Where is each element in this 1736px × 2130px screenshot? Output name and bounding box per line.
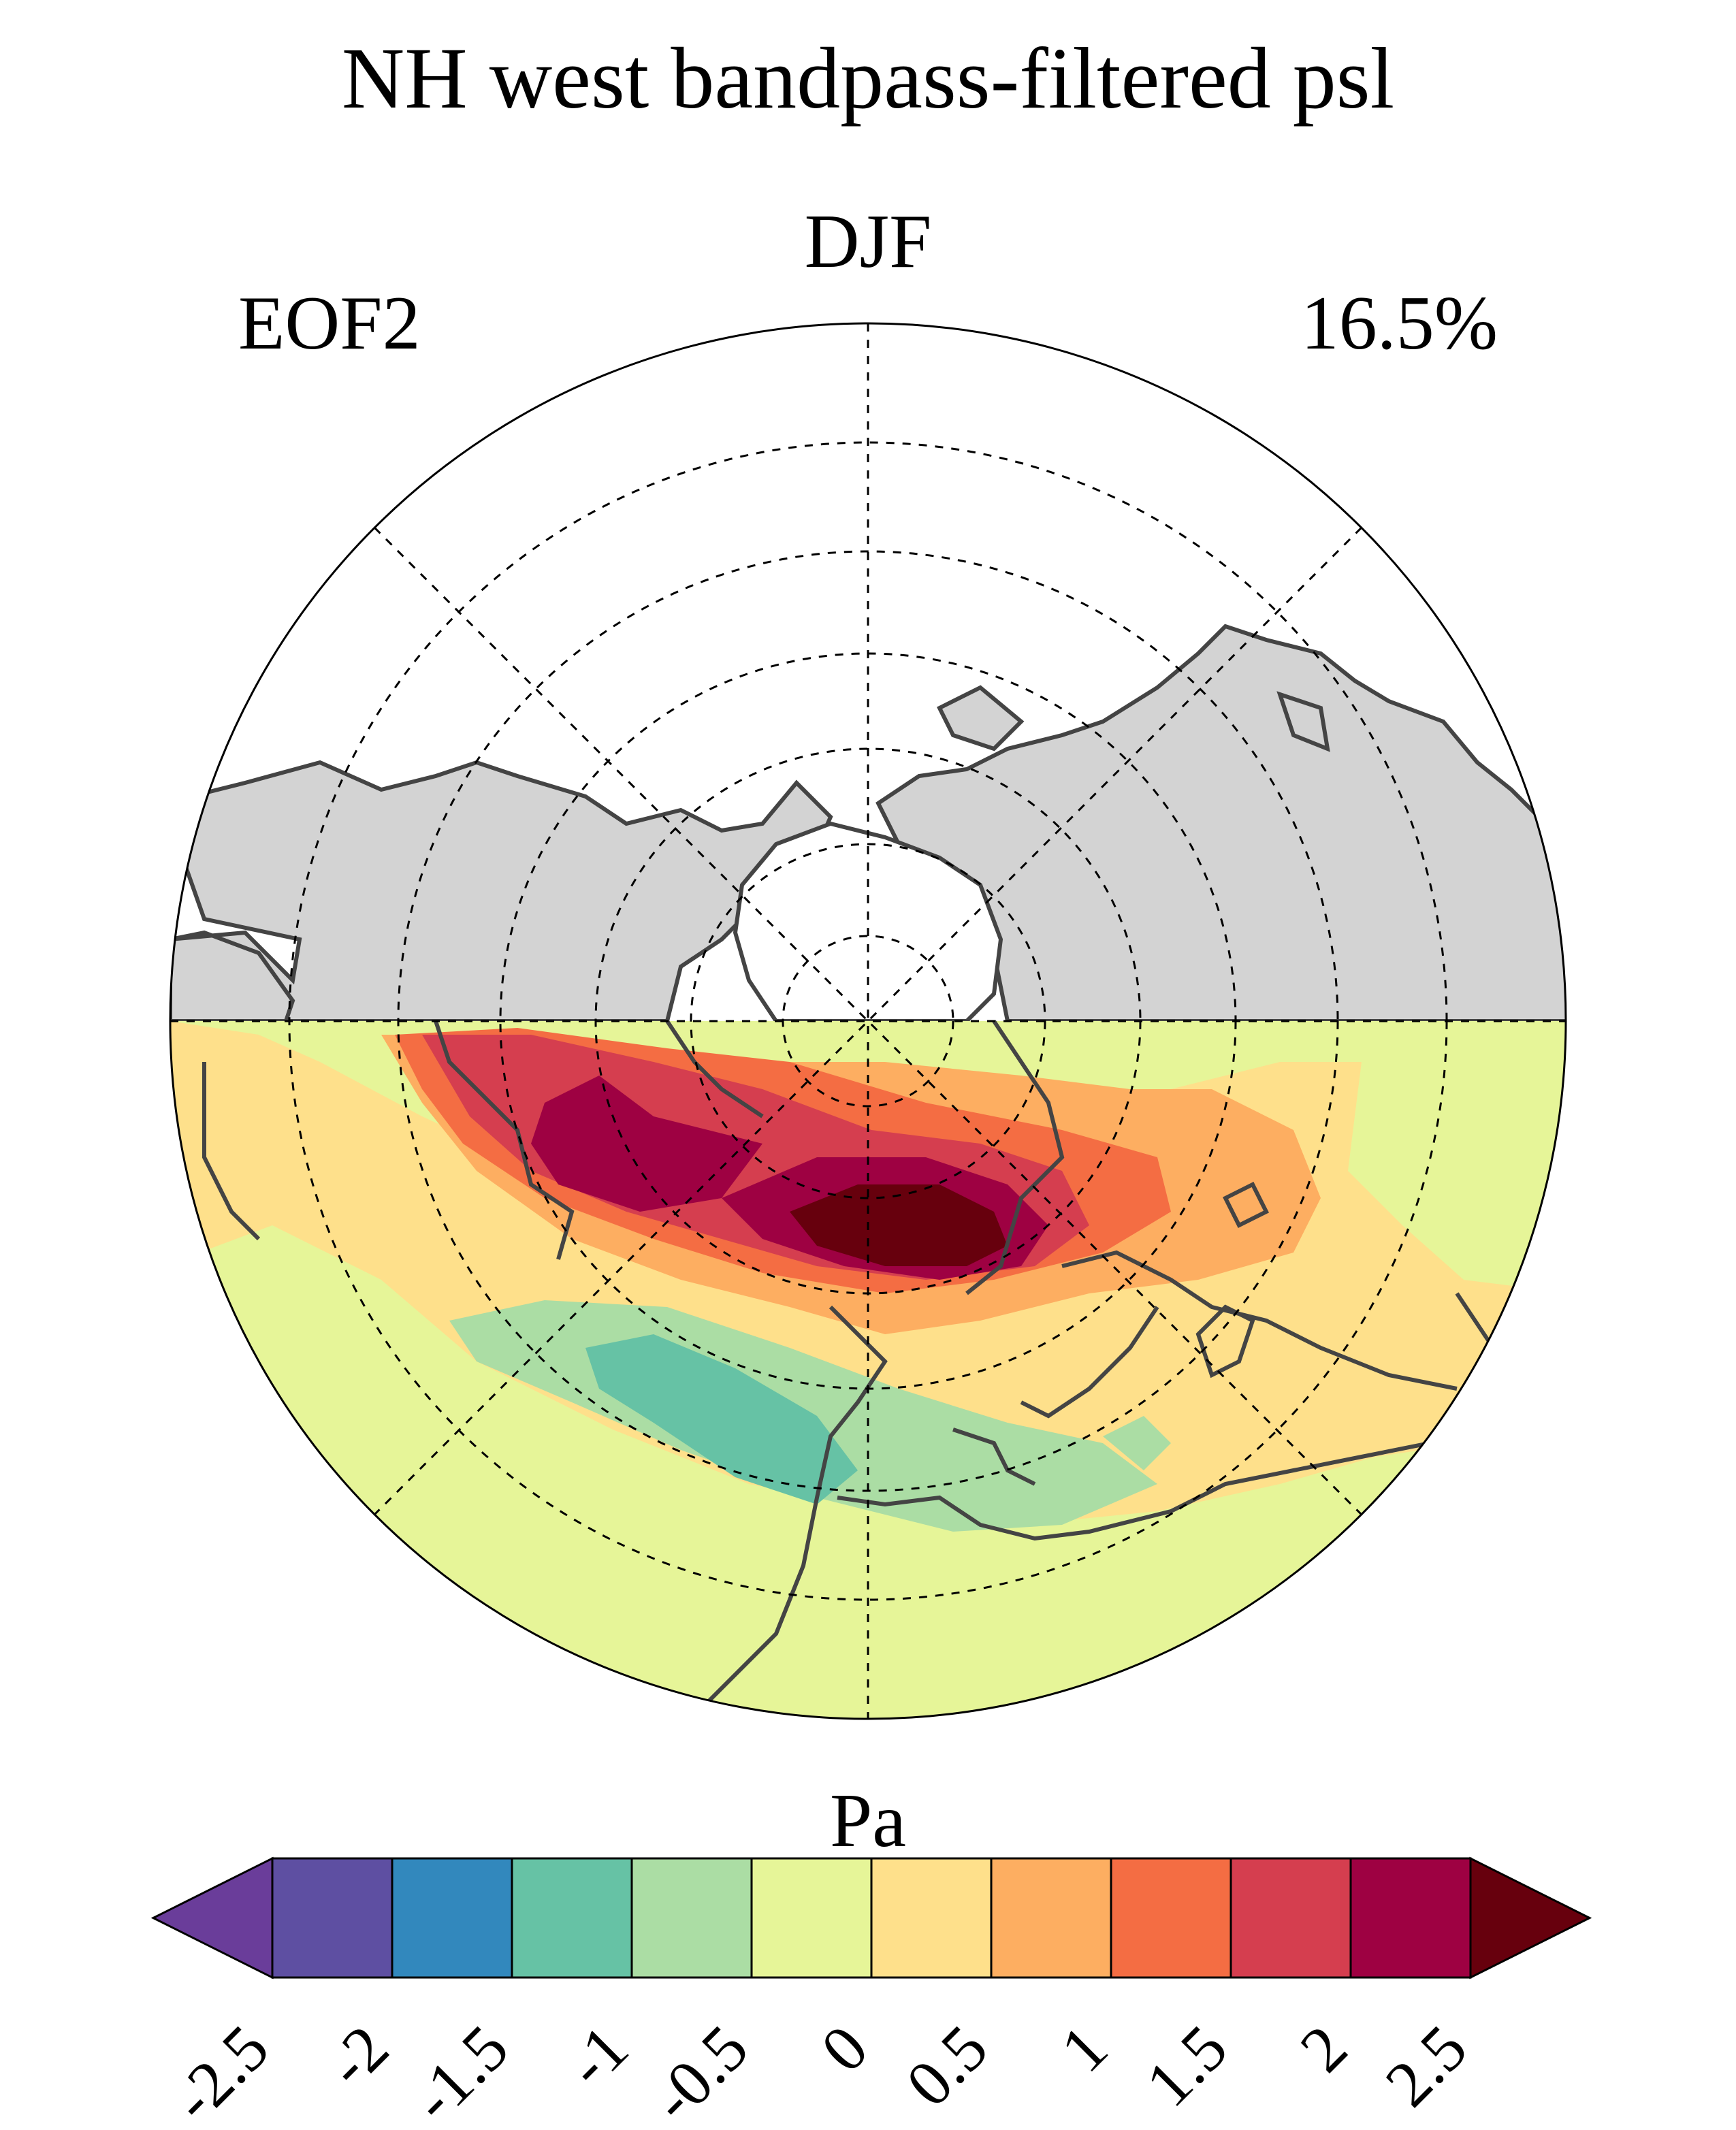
colorbar-unit-label: Pa [830, 1779, 906, 1863]
greenland [733, 821, 1003, 1023]
colorbar-tick-label: 0.5 [892, 2011, 1001, 2120]
colorbar-tick-label: 2.5 [1371, 2011, 1481, 2120]
colorbar-bin [750, 1857, 873, 1979]
colorbar-bin [511, 1857, 633, 1979]
colorbar-tick-label: 0 [807, 2011, 882, 2086]
colorbar-bin [1349, 1857, 1472, 1979]
colorbar-tick-label: 1.5 [1131, 2011, 1241, 2120]
colorbar-bin [630, 1857, 753, 1979]
colorbar-extend-min [150, 1856, 274, 1980]
colorbar-tick-label: -2.5 [158, 2011, 283, 2130]
colorbar-bin [870, 1857, 993, 1979]
colorbar-tick-label: -0.5 [637, 2011, 762, 2130]
graticule [170, 323, 1566, 1719]
colorbar-bin [271, 1857, 393, 1979]
colorbar-bin [990, 1857, 1112, 1979]
colorbar-bin [391, 1857, 513, 1979]
colorbar-tick-label: -1.5 [398, 2011, 522, 2130]
variance-explained-label: 16.5% [1300, 281, 1498, 366]
colorbar-tick-label: -2 [312, 2011, 402, 2101]
colorbar-extend-max [1469, 1856, 1592, 1980]
map-boundary [169, 322, 1567, 1720]
masked-land [170, 624, 1566, 1023]
colorbar-tick-label: 2 [1286, 2011, 1361, 2086]
colorbar-bin [1110, 1857, 1232, 1979]
eof-mode-label: EOF2 [238, 281, 421, 366]
season-label: DJF [804, 199, 932, 284]
colorbar-tick-label: 1 [1046, 2011, 1121, 2086]
figure-title: NH west bandpass-filtered psl [341, 30, 1395, 127]
polar-map [169, 322, 1567, 1720]
colorbar-bin [1229, 1857, 1352, 1979]
colorbar-tick-label: -1 [552, 2011, 642, 2101]
